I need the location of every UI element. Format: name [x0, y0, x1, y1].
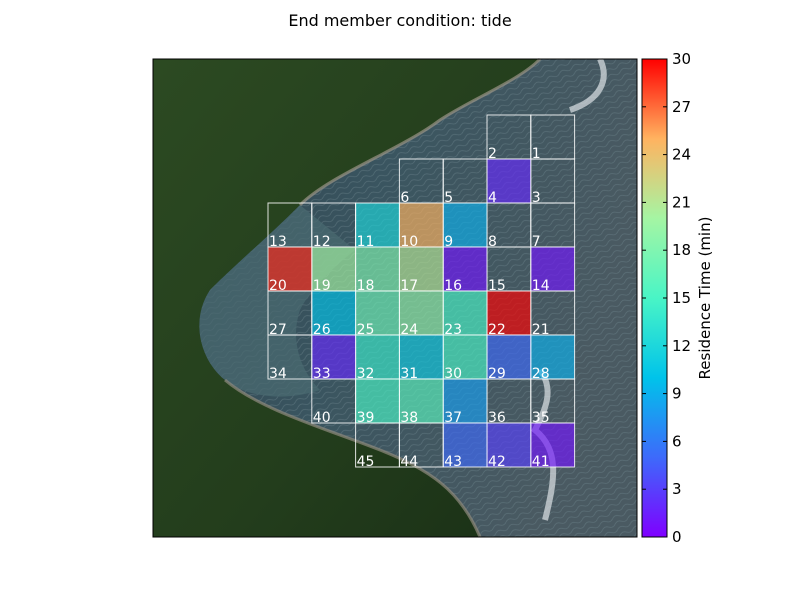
colorbar-tick-label: 27 — [672, 98, 691, 116]
grid-cell-24 — [398, 290, 444, 336]
cell-label-26: 26 — [313, 322, 331, 338]
cell-label-4: 4 — [488, 190, 497, 206]
grid-cell-26 — [311, 290, 357, 336]
cell-label-5: 5 — [444, 190, 453, 206]
grid-cell-41 — [530, 422, 576, 468]
grid-cell-32 — [355, 334, 400, 380]
grid-cell-18 — [355, 246, 400, 292]
colorbar-tick-label: 18 — [672, 241, 691, 259]
colorbar-tick-label: 6 — [672, 432, 682, 450]
cell-label-19: 19 — [313, 278, 331, 294]
cell-label-43: 43 — [444, 454, 462, 470]
cell-label-7: 7 — [532, 234, 541, 250]
cell-label-35: 35 — [532, 410, 550, 426]
grid-cell-10 — [398, 202, 444, 248]
colorbar-label: Residence Time (min) — [696, 217, 714, 380]
cell-label-13: 13 — [269, 234, 287, 250]
cell-label-41: 41 — [532, 454, 550, 470]
cell-label-44: 44 — [400, 454, 418, 470]
cell-label-37: 37 — [444, 410, 462, 426]
colorbar-tick-label: 30 — [672, 50, 691, 68]
cell-label-39: 39 — [357, 410, 375, 426]
grid-cell-28 — [530, 334, 576, 380]
cell-label-6: 6 — [400, 190, 409, 206]
cell-label-21: 21 — [532, 322, 550, 338]
colorbar: 0 3 6 9 12 15 18 21 24 27 30 Residence Time (min) — [641, 50, 714, 546]
chart-title: End member condition: tide — [288, 11, 511, 30]
grid-cell-11 — [355, 202, 400, 248]
grid-cell-45 — [355, 422, 400, 468]
cell-label-30: 30 — [444, 366, 462, 382]
cell-label-25: 25 — [357, 322, 375, 338]
cell-label-28: 28 — [532, 366, 550, 382]
cell-label-12: 12 — [313, 234, 331, 250]
cell-label-9: 9 — [444, 234, 453, 250]
colorbar-tick-label: 24 — [672, 146, 691, 164]
cell-label-22: 22 — [488, 322, 506, 338]
cell-label-18: 18 — [357, 278, 375, 294]
cell-label-8: 8 — [488, 234, 497, 250]
cell-label-1: 1 — [532, 146, 541, 162]
grid-cell-33 — [311, 334, 357, 380]
cell-label-23: 23 — [444, 322, 462, 338]
cell-label-10: 10 — [400, 234, 418, 250]
colorbar-tick-label: 21 — [672, 193, 691, 211]
cell-label-45: 45 — [357, 454, 375, 470]
cell-label-14: 14 — [532, 278, 550, 294]
grid-cells: 1234567891011121314151617181920212223242… — [267, 114, 576, 470]
cell-label-34: 34 — [269, 366, 287, 382]
cell-label-29: 29 — [488, 366, 506, 382]
cell-label-36: 36 — [488, 410, 506, 426]
grid-cell-4 — [486, 158, 532, 204]
colorbar-tick-label: 0 — [672, 528, 682, 546]
grid-cell-22 — [486, 290, 532, 336]
colorbar-tick-label: 15 — [672, 289, 691, 307]
cell-label-11: 11 — [357, 234, 375, 250]
grid-cell-42 — [486, 422, 532, 468]
grid-cell-37 — [442, 378, 488, 424]
cell-label-2: 2 — [488, 146, 497, 162]
cell-label-31: 31 — [400, 366, 418, 382]
cell-label-20: 20 — [269, 278, 287, 294]
grid-cell-40 — [311, 378, 357, 424]
colorbar-tick-label: 9 — [672, 385, 682, 403]
grid-cell-39 — [355, 378, 400, 424]
cell-label-24: 24 — [400, 322, 418, 338]
colorbar-tick-label: 12 — [672, 337, 691, 355]
cell-label-40: 40 — [313, 410, 331, 426]
cell-label-32: 32 — [357, 366, 375, 382]
grid-cell-29 — [486, 334, 532, 380]
cell-label-16: 16 — [444, 278, 462, 294]
cell-label-27: 27 — [269, 322, 287, 338]
grid-cell-25 — [355, 290, 400, 336]
grid-cell-31 — [398, 334, 444, 380]
cell-label-15: 15 — [488, 278, 506, 294]
cell-label-42: 42 — [488, 454, 506, 470]
cell-label-17: 17 — [400, 278, 418, 294]
cell-label-3: 3 — [532, 190, 541, 206]
grid-cell-20 — [267, 246, 313, 292]
grid-cell-19 — [311, 246, 357, 292]
grid-cell-43 — [442, 422, 488, 468]
colorbar-tick-label: 3 — [672, 480, 682, 498]
grid-cell-34 — [267, 334, 313, 380]
cell-label-38: 38 — [400, 410, 418, 426]
cell-label-33: 33 — [313, 366, 331, 382]
